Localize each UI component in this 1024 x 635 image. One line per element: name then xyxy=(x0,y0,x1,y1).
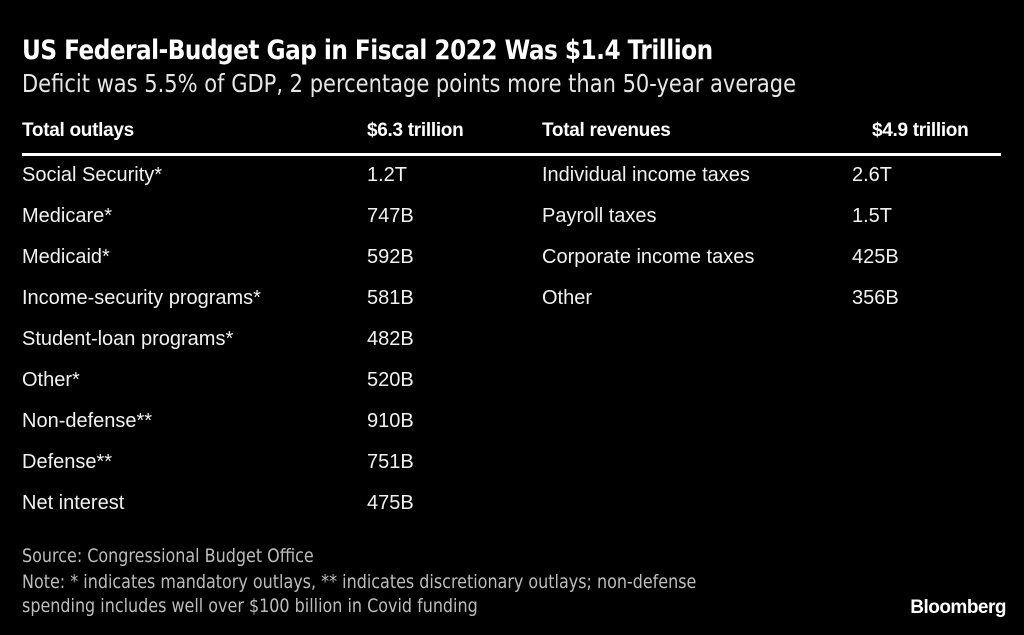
outlay-label: Medicare* xyxy=(22,205,113,227)
outlay-label: Student-loan programs* xyxy=(22,328,234,350)
revenue-label: Payroll taxes xyxy=(542,205,657,227)
outlay-value: 747B xyxy=(367,205,414,227)
revenue-value: 2.6T xyxy=(852,164,893,186)
source-note: Source: Congressional Budget Office xyxy=(22,545,314,567)
outlay-value: 910B xyxy=(367,410,414,432)
outlay-value: 482B xyxy=(367,328,414,350)
footnote-line-1: Note: * indicates mandatory outlays, ** … xyxy=(22,571,697,593)
revenues-header: Total revenues xyxy=(542,120,671,141)
outlay-label: Net interest xyxy=(22,492,125,514)
outlay-value: 751B xyxy=(367,451,414,473)
outlays-header: Total outlays xyxy=(22,120,134,141)
outlay-label: Medicaid* xyxy=(22,246,110,268)
outlay-label: Defense** xyxy=(22,451,113,473)
outlays-total: $6.3 trillion xyxy=(367,120,464,141)
outlay-value: 475B xyxy=(367,492,414,514)
header-rule xyxy=(22,153,1001,156)
chart-subtitle: Deficit was 5.5% of GDP, 2 percentage po… xyxy=(22,69,797,98)
outlay-label: Income-security programs* xyxy=(22,287,261,309)
outlay-label: Non-defense** xyxy=(22,410,153,432)
revenue-label: Corporate income taxes xyxy=(542,246,755,268)
revenue-label: Individual income taxes xyxy=(542,164,750,186)
outlay-value: 1.2T xyxy=(367,164,408,186)
revenue-value: 425B xyxy=(852,246,899,268)
outlay-value: 581B xyxy=(367,287,414,309)
bloomberg-logo: Bloomberg xyxy=(910,597,1006,618)
outlay-value: 592B xyxy=(367,246,414,268)
outlay-label: Social Security* xyxy=(22,164,163,186)
revenues-total: $4.9 trillion xyxy=(872,120,969,141)
revenue-label: Other xyxy=(542,287,593,309)
chart-title: US Federal-Budget Gap in Fiscal 2022 Was… xyxy=(22,35,713,66)
revenue-value: 1.5T xyxy=(852,205,893,227)
footnote-line-2: spending includes well over $100 billion… xyxy=(22,595,478,617)
outlay-label: Other* xyxy=(22,369,80,391)
outlay-value: 520B xyxy=(367,369,414,391)
revenue-value: 356B xyxy=(852,287,899,309)
